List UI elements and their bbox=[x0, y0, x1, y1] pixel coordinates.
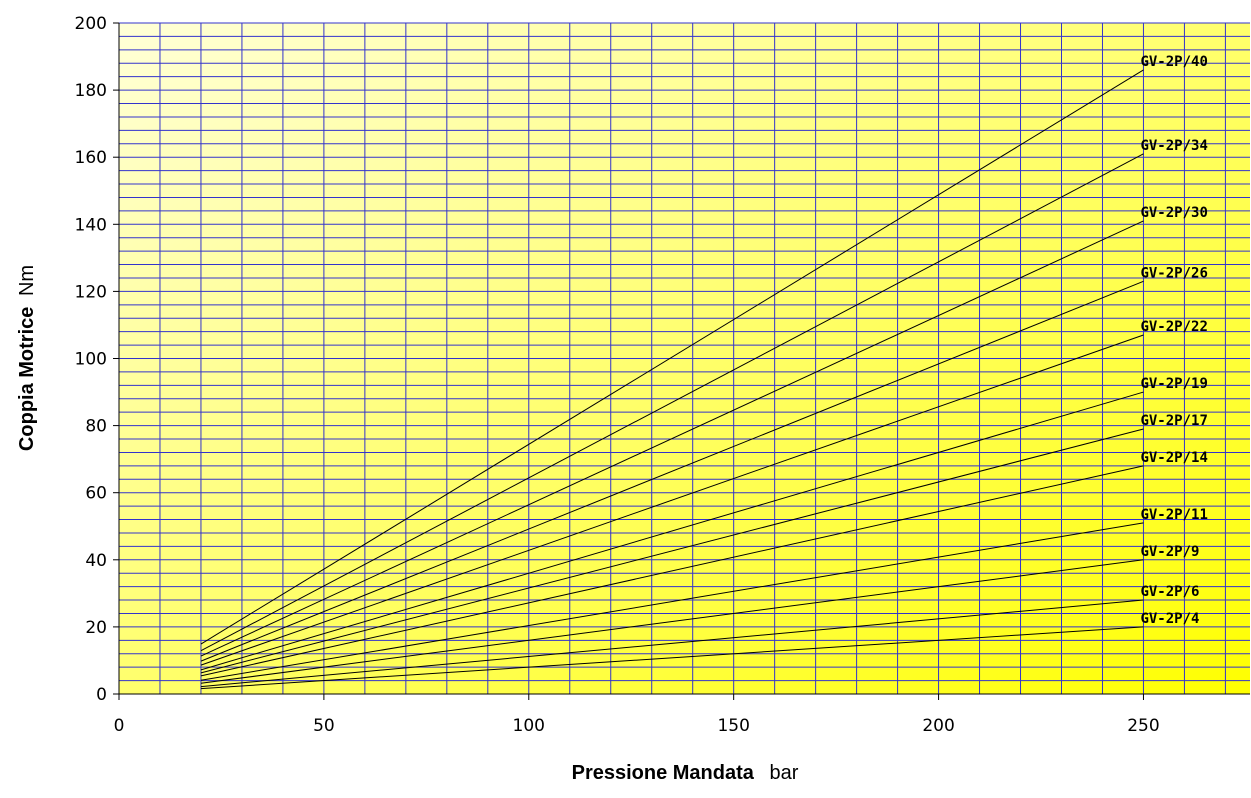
series-line bbox=[200, 334, 1144, 666]
y-tick-label: 200 bbox=[75, 14, 107, 34]
series-label: GV-2P/30 bbox=[1140, 205, 1207, 221]
series-line bbox=[200, 153, 1144, 652]
series-labels: GV-2P/40 GV-2P/34 GV-2P/30 GV-2P/26 GV-2P/22… bbox=[1140, 54, 1207, 627]
series-line bbox=[200, 391, 1144, 671]
y-tick-label: 120 bbox=[75, 282, 107, 302]
x-axis-label: Pressione Mandata bbox=[572, 762, 755, 784]
series-label: GV-2P/40 bbox=[1140, 54, 1207, 70]
series-line bbox=[200, 280, 1144, 662]
x-tick-label: 0 bbox=[114, 716, 125, 736]
series-line bbox=[200, 428, 1144, 674]
y-tick-label: 100 bbox=[75, 350, 107, 370]
y-tick-label: 140 bbox=[75, 215, 107, 235]
series-line bbox=[200, 626, 1144, 690]
series-line bbox=[200, 465, 1144, 677]
x-tick-label: 100 bbox=[513, 716, 545, 736]
y-axis-title: Coppia Motrice Nm bbox=[16, 265, 38, 451]
series-label: GV-2P/19 bbox=[1140, 376, 1207, 392]
x-axis-unit: bar bbox=[769, 762, 798, 784]
series-label: GV-2P/11 bbox=[1140, 507, 1207, 523]
y-axis-unit: Nm bbox=[16, 265, 38, 296]
series-label: GV-2P/6 bbox=[1140, 584, 1199, 600]
y-tick-label: 180 bbox=[75, 81, 107, 101]
x-tick-label: 50 bbox=[313, 716, 335, 736]
series-label: GV-2P/4 bbox=[1140, 611, 1199, 627]
tick-labels: 0 20 40 60 80 100 120 140 160 180 200 0 50 100 150 200 2… bbox=[75, 14, 1160, 736]
x-axis-title: Pressione Mandata bar bbox=[572, 762, 799, 784]
x-tick-label: 200 bbox=[922, 716, 954, 736]
series-line bbox=[200, 599, 1144, 688]
y-axis-label: Coppia Motrice bbox=[16, 307, 38, 451]
series-label: GV-2P/22 bbox=[1140, 319, 1207, 335]
series-lines bbox=[200, 69, 1144, 690]
y-tick-label: 160 bbox=[75, 148, 107, 168]
y-tick-label: 20 bbox=[85, 618, 107, 638]
series-line bbox=[200, 559, 1144, 684]
series-label: GV-2P/26 bbox=[1140, 265, 1207, 281]
axes bbox=[113, 22, 1250, 700]
series-label: GV-2P/14 bbox=[1140, 450, 1207, 466]
y-tick-label: 40 bbox=[85, 551, 107, 571]
series-label: GV-2P/9 bbox=[1140, 544, 1199, 560]
x-tick-label: 150 bbox=[717, 716, 749, 736]
series-label: GV-2P/34 bbox=[1140, 138, 1207, 154]
series-label: GV-2P/17 bbox=[1140, 413, 1207, 429]
x-tick-label: 250 bbox=[1127, 716, 1159, 736]
grid bbox=[119, 22, 1250, 694]
y-tick-label: 60 bbox=[85, 484, 107, 504]
y-tick-label: 80 bbox=[85, 417, 107, 437]
y-tick-label: 0 bbox=[96, 685, 107, 705]
series-line bbox=[200, 69, 1144, 645]
series-line bbox=[200, 522, 1144, 681]
series-line bbox=[200, 220, 1144, 657]
